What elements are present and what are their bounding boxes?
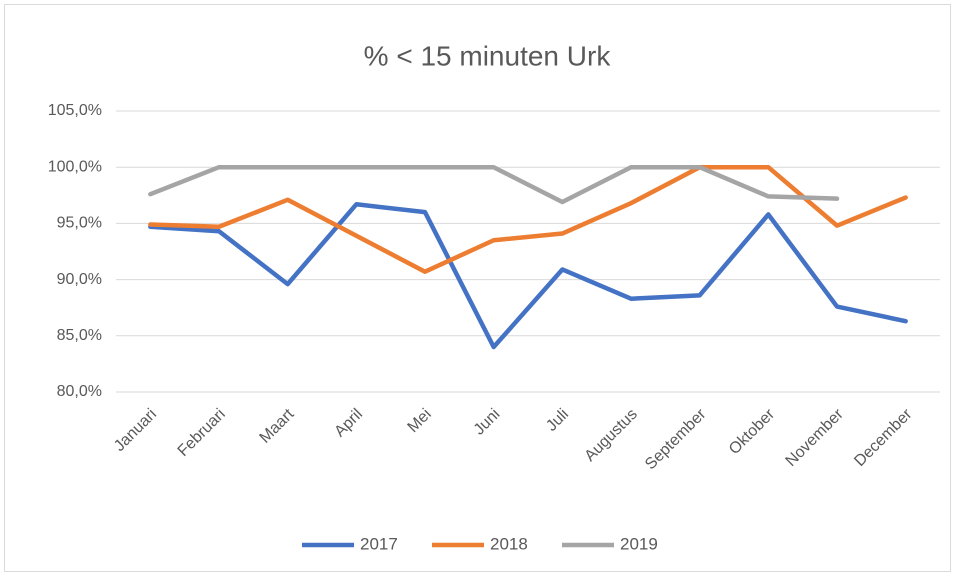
legend-label: 2019: [620, 534, 658, 553]
series-line: [148, 202, 908, 350]
y-tick-label: 105,0%: [48, 102, 102, 119]
chart-title: % < 15 minuten Urk: [364, 40, 612, 71]
y-tick-label: 95,0%: [57, 215, 102, 232]
y-tick-label: 80,0%: [57, 383, 102, 400]
y-tick-label: 85,0%: [57, 327, 102, 344]
series-line: [148, 164, 840, 205]
series-line: [148, 164, 908, 274]
legend-label: 2018: [490, 534, 528, 553]
y-tick-label: 100,0%: [48, 158, 102, 175]
y-tick-label: 90,0%: [57, 271, 102, 288]
chart-frame: [4, 4, 951, 572]
legend-label: 2017: [360, 534, 398, 553]
